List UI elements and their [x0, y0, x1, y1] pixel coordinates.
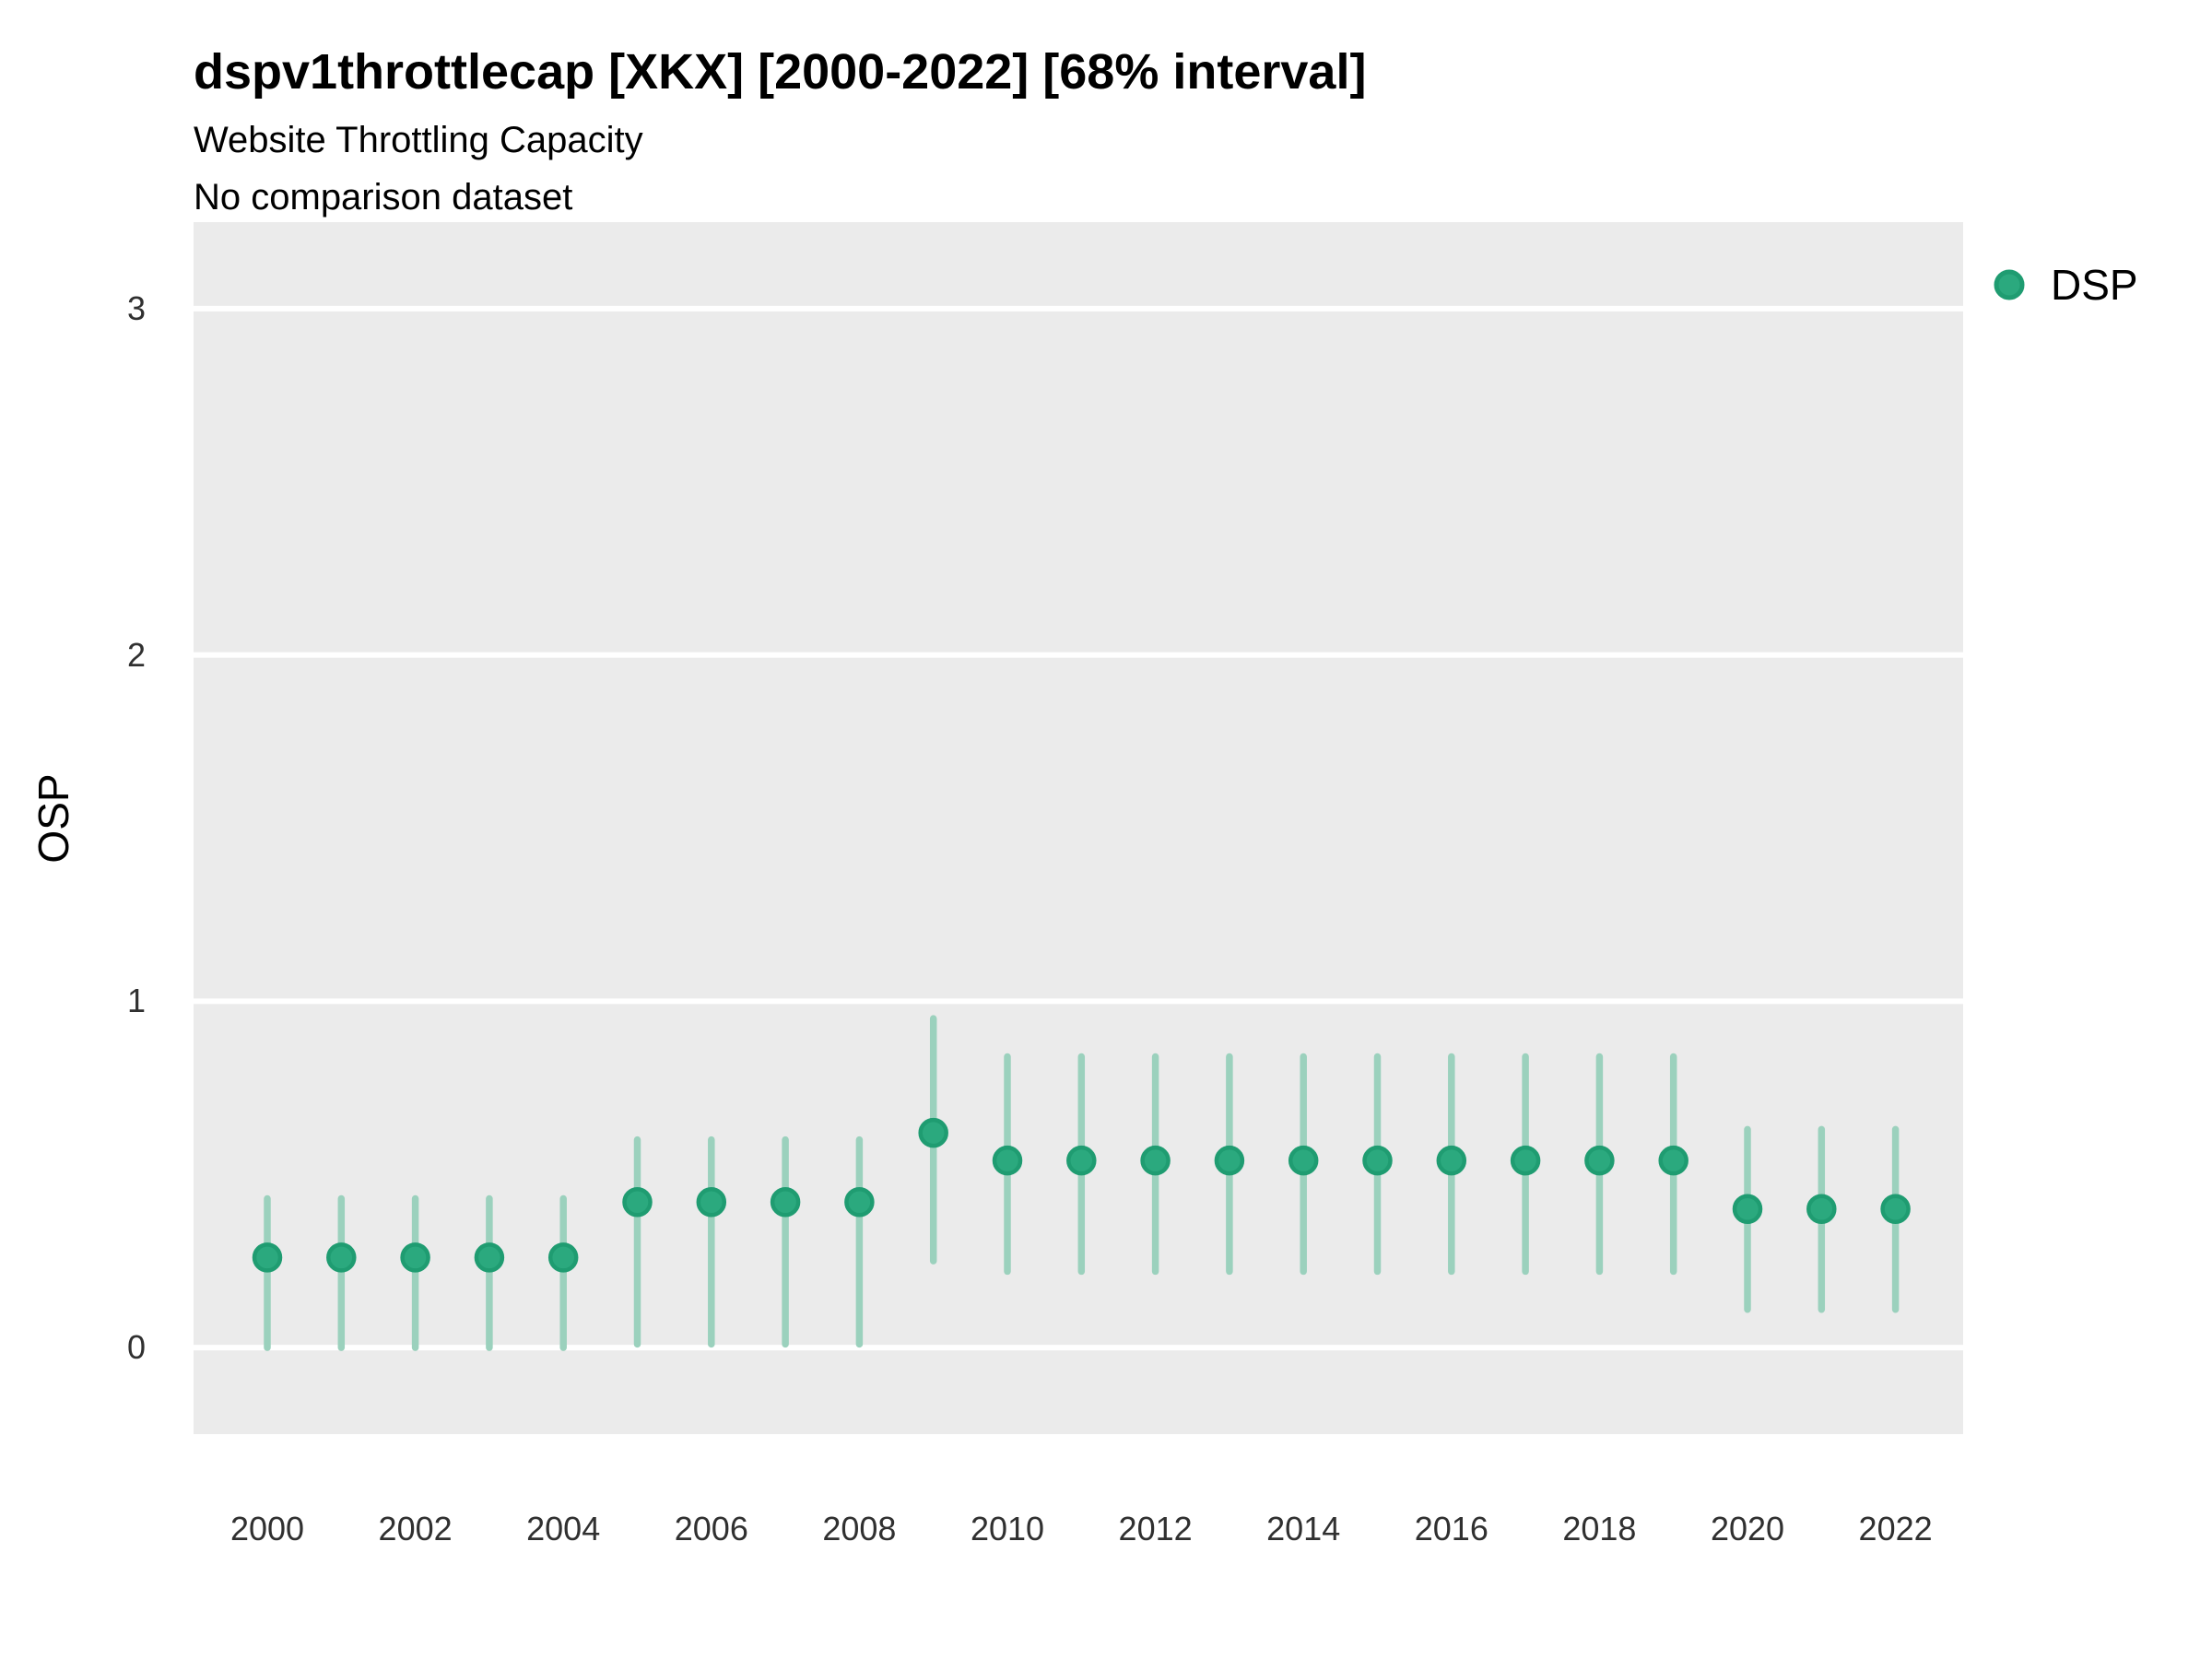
data-point [918, 1117, 948, 1148]
x-tick-label: 2022 [1858, 1510, 1933, 1547]
data-point [1066, 1145, 1097, 1176]
y-tick-label: 3 [126, 288, 146, 327]
data-point [1510, 1145, 1541, 1176]
x-tick-label: 2006 [674, 1510, 748, 1547]
data-point [326, 1242, 357, 1273]
x-tick-label: 2016 [1414, 1510, 1488, 1547]
data-point [474, 1242, 505, 1273]
data-point [1362, 1145, 1393, 1176]
legend: DSP [1992, 260, 2138, 310]
chart-note: No comparison dataset [194, 177, 573, 218]
data-point [547, 1242, 579, 1273]
chart-title: dspv1throttlecap [XKX] [2000-2022] [68% … [194, 44, 1367, 100]
x-tick-label: 2008 [822, 1510, 897, 1547]
data-point [1584, 1145, 1615, 1176]
x-tick-label: 2002 [378, 1510, 453, 1547]
data-point [1214, 1145, 1245, 1176]
data-point [1880, 1194, 1911, 1225]
x-tick-label: 2012 [1118, 1510, 1193, 1547]
x-tick-label: 2004 [526, 1510, 601, 1547]
data-point [400, 1242, 430, 1273]
y-tick-label: 0 [126, 1328, 146, 1367]
legend-circle-icon [1994, 269, 2025, 300]
data-point [1436, 1145, 1467, 1176]
data-point [1140, 1145, 1171, 1176]
data-point [770, 1187, 801, 1218]
data-point [1806, 1194, 1837, 1225]
x-tick-label: 2018 [1562, 1510, 1637, 1547]
data-point [1732, 1194, 1763, 1225]
y-tick-label: 1 [126, 982, 146, 1020]
data-point [696, 1187, 727, 1218]
chart-subtitle: Website Throttling Capacity [194, 120, 643, 160]
x-tick-label: 2014 [1266, 1510, 1341, 1547]
y-tick-label: 2 [126, 635, 146, 674]
data-point [844, 1187, 875, 1218]
data-point [1288, 1145, 1319, 1176]
x-tick-label: 2010 [970, 1510, 1045, 1547]
x-tick-label: 2020 [1710, 1510, 1785, 1547]
data-point [992, 1145, 1023, 1176]
data-point [1658, 1145, 1688, 1176]
data-point [622, 1187, 653, 1218]
legend-label: DSP [2051, 261, 2138, 309]
x-tick-label: 2000 [229, 1510, 305, 1547]
data-point [252, 1242, 283, 1273]
